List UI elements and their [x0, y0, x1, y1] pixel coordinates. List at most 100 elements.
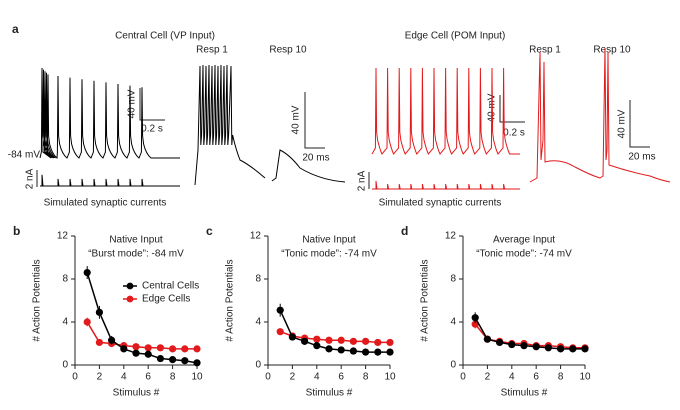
data-point — [156, 354, 164, 363]
data-point — [276, 328, 284, 336]
data-point — [83, 318, 91, 326]
data-point — [313, 342, 321, 350]
trace-label: Resp 10 — [269, 45, 307, 56]
data-point — [483, 335, 491, 343]
chart-subtitle: “Burst mode”: -84 mV — [88, 249, 184, 260]
series-line — [279, 330, 390, 344]
data-point — [337, 336, 345, 344]
chart-subtitle: “Tonic mode”: -74 mV — [281, 249, 377, 260]
voltage-trace — [40, 174, 180, 187]
voltage-trace — [372, 180, 520, 190]
y-tick-label: 8 — [450, 274, 456, 285]
potential-label: -84 mV — [8, 150, 41, 161]
series-line — [279, 309, 390, 353]
scale-label: 40 mV — [617, 109, 628, 138]
voltage-trace — [529, 47, 671, 183]
series-line — [474, 317, 585, 350]
y-axis-label: # Action Potentials — [225, 259, 236, 341]
panel-label: b — [13, 224, 20, 238]
x-tick-label: 8 — [363, 372, 369, 383]
data-point — [313, 335, 321, 343]
data-point — [301, 337, 309, 345]
data-point — [95, 338, 103, 347]
data-point — [557, 345, 565, 353]
data-point — [471, 314, 479, 322]
x-tick-label: 10 — [191, 372, 203, 383]
x-tick-label: 2 — [485, 372, 491, 383]
y-tick-label: 0 — [255, 360, 261, 371]
x-tick-label: 0 — [460, 372, 466, 383]
data-point — [349, 337, 357, 345]
data-point — [193, 359, 201, 367]
scale-bar — [304, 92, 325, 149]
data-point — [581, 345, 589, 353]
data-point — [169, 356, 177, 364]
data-point — [83, 268, 91, 277]
data-point — [520, 342, 528, 350]
scale-bar — [139, 88, 165, 121]
data-point — [362, 337, 370, 345]
data-point — [108, 336, 116, 344]
data-point — [169, 345, 177, 353]
x-tick-label: 4 — [314, 372, 320, 383]
x-tick-label: 6 — [338, 372, 344, 383]
data-point — [544, 344, 553, 352]
legend-marker — [126, 282, 134, 290]
chart-title: Average Input — [493, 235, 555, 246]
scale-label: 2 nA — [357, 170, 368, 191]
panel-label: a — [12, 22, 19, 36]
chart-title: Native Input — [302, 235, 356, 246]
data-point — [532, 343, 540, 351]
data-point — [508, 340, 516, 349]
trace-label: Resp 1 — [196, 45, 228, 56]
scale-bar — [629, 100, 650, 148]
panel-label: d — [401, 224, 408, 238]
y-tick-label: 0 — [62, 360, 68, 371]
y-tick-label: 8 — [255, 274, 261, 285]
y-tick-label: 0 — [450, 360, 456, 371]
y-axis-label: # Action Potentials — [420, 259, 431, 341]
x-tick-label: 4 — [509, 372, 515, 383]
scale-label: 0.2 s — [141, 124, 163, 135]
panel-title: Central Cell (VP Input) — [115, 31, 215, 42]
legend-marker — [126, 295, 134, 303]
data-point — [386, 348, 394, 356]
voltage-trace — [271, 149, 346, 183]
data-point — [325, 336, 333, 344]
data-point — [156, 344, 164, 352]
y-axis-label: # Action Potentials — [32, 259, 43, 341]
caption: Simulated synaptic currents — [379, 198, 502, 209]
data-point — [569, 345, 577, 353]
legend-label: Central Cells — [142, 281, 199, 292]
chart-title: Native Input — [109, 235, 163, 246]
data-point — [132, 343, 140, 351]
series-line — [86, 272, 198, 364]
x-tick-label: 10 — [384, 372, 396, 383]
data-point — [362, 348, 370, 356]
voltage-trace — [194, 64, 266, 186]
data-point — [144, 350, 152, 358]
scale-label: 2 nA — [25, 168, 36, 189]
data-point — [325, 345, 333, 353]
data-point — [288, 333, 296, 341]
panel-title: Edge Cell (POM Input) — [405, 31, 506, 42]
x-axis-label: Stimulus # — [113, 388, 160, 399]
y-tick-label: 4 — [62, 317, 68, 328]
y-tick-label: 4 — [450, 317, 456, 328]
x-tick-label: 2 — [290, 372, 296, 383]
chart-subtitle: “Tonic mode”: -74 mV — [476, 249, 572, 260]
data-point — [132, 349, 140, 357]
data-point — [374, 338, 382, 347]
scale-label: 20 ms — [302, 153, 329, 164]
x-tick-label: 10 — [579, 372, 591, 383]
x-tick-label: 8 — [558, 372, 564, 383]
data-point — [374, 348, 382, 356]
y-tick-label: 12 — [445, 231, 457, 242]
x-tick-label: 6 — [145, 372, 151, 383]
data-point — [276, 306, 284, 314]
trace-label: Resp 10 — [593, 45, 631, 56]
y-tick-label: 8 — [62, 274, 68, 285]
data-point — [95, 308, 103, 316]
x-tick-label: 4 — [121, 372, 127, 383]
data-point — [349, 347, 357, 355]
